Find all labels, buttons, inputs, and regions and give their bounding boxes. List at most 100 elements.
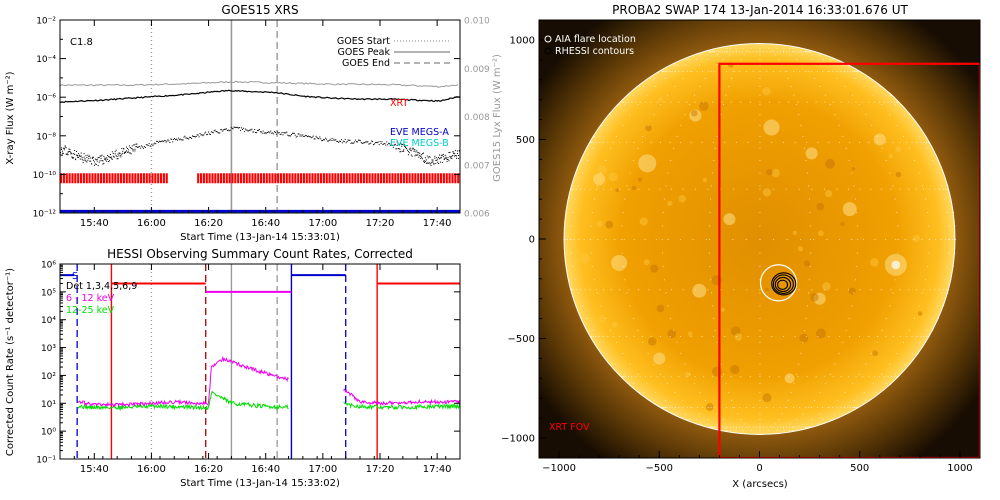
grid-dot: [858, 104, 860, 106]
goes-short-point: [369, 143, 371, 145]
xrt-coverage-tick: [114, 173, 117, 184]
grid-dot: [682, 188, 684, 190]
goes-short-point: [80, 152, 82, 154]
goes-short-point: [65, 153, 67, 155]
goes-short-point: [68, 151, 70, 153]
grid-dot: [906, 141, 907, 143]
grid-dot: [694, 188, 696, 190]
goes-short-point: [281, 132, 283, 134]
goes-flare-class: C1.8: [70, 37, 93, 48]
grid-dot: [768, 430, 770, 432]
grid-dot: [795, 104, 797, 106]
grid-dot: [819, 423, 821, 425]
grid-dot: [742, 426, 744, 428]
grid-dot: [781, 64, 783, 66]
goes-short-point: [432, 159, 434, 161]
grid-dot: [710, 407, 712, 409]
grid-dot: [908, 330, 910, 332]
goes-short-point: [96, 158, 98, 160]
grid-dot: [792, 50, 794, 52]
grid-dot: [653, 114, 655, 116]
goes-short-point: [124, 152, 126, 154]
grid-dot: [710, 185, 712, 187]
grid-dot: [759, 399, 761, 401]
goes-short-point: [93, 161, 95, 163]
grid-dot: [639, 101, 641, 103]
goes-short-point: [129, 152, 131, 154]
grid-dot: [674, 391, 676, 393]
grid-dot: [940, 239, 942, 240]
grid-dot: [674, 70, 676, 72]
grid-dot: [822, 70, 824, 72]
goes-short-point: [256, 132, 258, 134]
grid-dot: [688, 59, 690, 60]
grid-dot: [694, 289, 696, 291]
grid-dot: [830, 59, 832, 60]
goes-short-point: [89, 160, 91, 162]
grid-dot: [680, 336, 681, 337]
grid-dot: [571, 185, 573, 187]
goes-short-point: [387, 144, 389, 146]
grid-dot: [734, 70, 736, 72]
grid-dot: [838, 353, 840, 354]
grid-dot: [879, 101, 881, 103]
grid-dot: [633, 239, 635, 240]
goes-short-point: [397, 143, 399, 145]
goes-short-point: [170, 138, 172, 140]
grid-dot: [829, 373, 831, 375]
goes-short-point: [258, 129, 259, 131]
goes-short-point: [67, 151, 69, 153]
goes-short-point: [142, 146, 144, 148]
goes-short-point: [203, 134, 205, 136]
grid-dot: [596, 292, 598, 294]
xrt-coverage-tick: [297, 173, 300, 184]
goes-short-point: [78, 155, 80, 157]
disk-texture: [765, 287, 770, 292]
grid-dot: [712, 426, 714, 428]
goes-short-point: [299, 135, 301, 137]
goes-short-point: [208, 131, 210, 133]
grid-dot: [894, 279, 896, 281]
goes-short-point: [433, 162, 435, 164]
grid-dot: [711, 51, 713, 53]
grid-dot: [900, 104, 901, 106]
grid-dot: [710, 279, 711, 281]
grid-dot: [807, 51, 809, 53]
hessi-frame: [59, 263, 461, 460]
goes-short-point: [323, 139, 325, 141]
xrt-coverage-tick: [151, 173, 154, 184]
goes-short-point: [126, 151, 128, 153]
goes-short-point: [390, 143, 392, 145]
hessi-xtick-label: 16:00: [137, 464, 166, 475]
goes-short-point: [159, 140, 160, 142]
goes-short-point: [94, 158, 96, 160]
goes-short-point: [208, 133, 210, 135]
goes-short-point: [444, 157, 446, 159]
grid-dot: [766, 70, 768, 72]
grid-dot: [638, 289, 640, 291]
grid-dot: [778, 59, 780, 60]
goes-short-point: [296, 135, 298, 137]
grid-dot: [639, 86, 641, 87]
xrt-coverage-tick: [260, 173, 263, 184]
grid-dot: [887, 101, 889, 103]
grid-dot: [612, 141, 614, 143]
goes-short-point: [61, 150, 63, 152]
goes-short-point: [131, 145, 133, 147]
grid-dot: [579, 289, 581, 291]
grid-dot: [684, 114, 686, 116]
goes-short-point: [149, 145, 151, 147]
goes-short-point: [448, 160, 450, 162]
grid-dot: [859, 289, 861, 291]
grid-dot: [804, 51, 806, 53]
grid-dot: [629, 305, 631, 307]
grid-dot: [880, 289, 882, 291]
goes-short-point: [241, 128, 243, 130]
grid-dot: [614, 114, 616, 116]
grid-dot: [660, 336, 661, 337]
disk-texture: [597, 164, 607, 174]
grid-dot: [792, 51, 793, 53]
grid-dot: [731, 78, 733, 79]
grid-dot: [808, 407, 810, 409]
goes-short-point: [413, 149, 415, 151]
